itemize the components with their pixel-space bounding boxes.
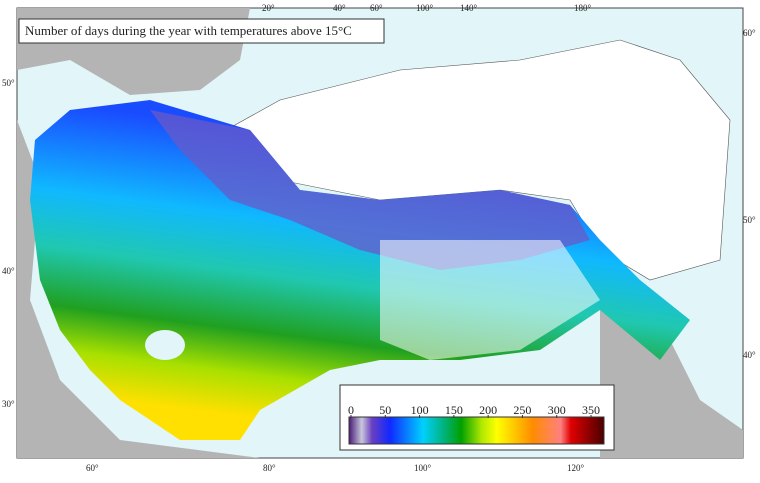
legend-tick-label: 250 bbox=[513, 403, 531, 417]
colorbar bbox=[348, 416, 605, 445]
lon-label: 140° bbox=[460, 3, 478, 13]
lat-label: 40° bbox=[743, 350, 756, 360]
lon-label: 100° bbox=[414, 463, 432, 473]
lat-label: 60° bbox=[743, 28, 756, 38]
legend-tick-label: 100 bbox=[411, 403, 429, 417]
lon-label: 180° bbox=[574, 3, 592, 13]
lon-label: 80° bbox=[263, 463, 276, 473]
lat-label: 30° bbox=[2, 399, 15, 409]
legend-tick-label: 50 bbox=[379, 403, 391, 417]
land-gray bbox=[17, 120, 260, 458]
lat-label: 40° bbox=[2, 266, 15, 276]
legend-tick-label: 0 bbox=[348, 403, 354, 417]
sea bbox=[145, 330, 185, 360]
mountain-area bbox=[380, 240, 600, 360]
lat-label: 50° bbox=[743, 215, 756, 225]
lat-label: 50° bbox=[2, 78, 15, 88]
colored-region bbox=[30, 100, 690, 440]
title-box bbox=[18, 18, 385, 44]
lon-label: 40° bbox=[333, 3, 346, 13]
legend-tick-label: 200 bbox=[479, 403, 497, 417]
legend-tick-label: 300 bbox=[548, 403, 566, 417]
lon-label: 20° bbox=[262, 3, 275, 13]
lon-label: 60° bbox=[86, 463, 99, 473]
legend-tick-label: 150 bbox=[445, 403, 463, 417]
cool-band bbox=[150, 110, 590, 270]
lon-label: 120° bbox=[567, 463, 585, 473]
lon-label: 60° bbox=[370, 3, 383, 13]
legend-tick-label: 350 bbox=[582, 403, 600, 417]
lon-label: 100° bbox=[416, 3, 434, 13]
title: Number of days during the year with temp… bbox=[25, 23, 352, 38]
